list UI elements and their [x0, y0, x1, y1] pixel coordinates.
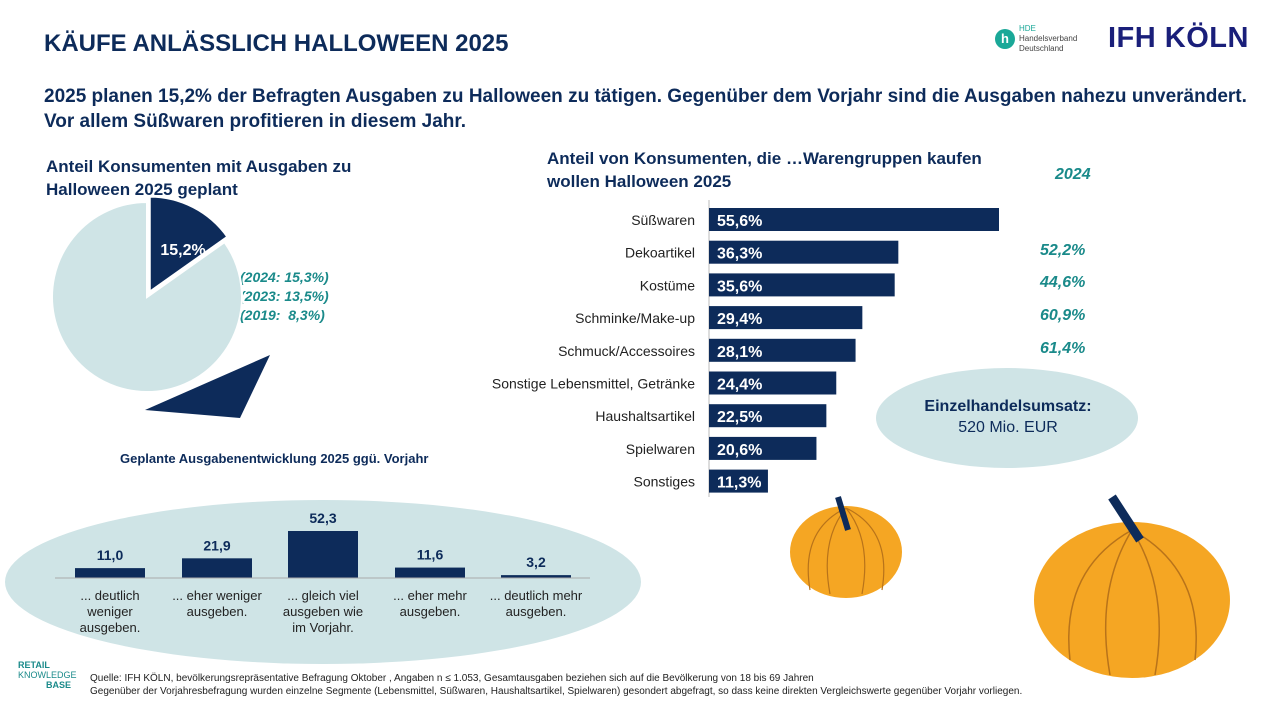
retail-knowledge-base-logo: RETAIL KNOWLEDGE BASE	[18, 660, 77, 690]
bar	[709, 469, 768, 493]
annotation-2024: (2024: 15,3%)	[240, 269, 329, 285]
pie-slice	[148, 195, 229, 294]
bar-data-label: 55,6%	[717, 213, 762, 230]
bar-category-label: Haushaltsartikel	[595, 408, 695, 424]
retail-sales-label: Einzelhandelsumsatz:	[924, 398, 1092, 415]
bar	[709, 273, 895, 297]
annotation-2023: (2023: 13,5%)	[240, 288, 329, 304]
ifh-logo: IFH KÖLN	[1108, 22, 1249, 54]
column	[288, 531, 358, 578]
source-line-2: Gegenüber der Vorjahresbefragung wurden …	[90, 686, 1023, 697]
column	[75, 568, 145, 578]
column-category-label: ... eher weniger ausgeben.	[172, 588, 262, 619]
bar-chart-title: Anteil von Konsumenten, die …Warengruppe…	[547, 149, 982, 191]
column-data-label: 52,3	[309, 510, 336, 526]
comparison-2024-value: 52,2%	[1040, 241, 1086, 259]
bar-data-label: 24,4%	[717, 377, 762, 394]
column	[501, 575, 571, 578]
source-line-1: Quelle: IFH KÖLN, bevölkerungsrepräsenta…	[90, 673, 814, 684]
bar-chart: Süßwaren 55,6% Dekoartikel 36,3% Kostüme 35,6…	[492, 200, 999, 497]
retail-sales-value: 520 Mio. EUR	[958, 419, 1058, 436]
column-chart-title: Geplante Ausgabenentwicklung 2025 ggü. V…	[120, 451, 429, 466]
column-chart: 11,0 ... deutlich weniger ausgeben. 21,9 ... …	[55, 510, 590, 635]
comparison-2024-value: 60,9%	[1040, 307, 1086, 325]
bar-category-label: Dekoartikel	[625, 245, 695, 261]
bar-data-label: 11,3%	[717, 475, 761, 492]
bar-category-label: Spielwaren	[626, 441, 695, 457]
source-note: Quelle: IFH KÖLN, bevölkerungsrepräsenta…	[90, 672, 1140, 698]
column	[395, 567, 465, 578]
bar-category-label: Schmuck/Accessoires	[558, 343, 695, 359]
bar	[709, 306, 863, 330]
bar-data-label: 28,1%	[717, 344, 762, 361]
pie-slice	[51, 200, 243, 393]
bar-category-label: Sonstige Lebensmittel, Getränke	[492, 376, 695, 392]
bar-category-label: Sonstiges	[634, 474, 695, 490]
bar	[709, 404, 827, 428]
hde-logo: h HDE Handelsverband Deutschland	[995, 24, 1077, 54]
bar-category-label: Süßwaren	[631, 212, 695, 228]
column-data-label: 11,0	[97, 547, 124, 563]
pumpkin-large-icon	[1034, 494, 1230, 678]
bar-data-label: 20,6%	[717, 442, 762, 459]
callout-ellipse	[876, 368, 1138, 468]
column-data-label: 21,9	[203, 537, 230, 553]
pie-annotations: (2024: 15,3%) (2023: 13,5%) (2019: 8,3%)	[240, 268, 329, 325]
comparison-2024-value: 61,4%	[1040, 339, 1086, 357]
column-chart-ellipse	[5, 500, 641, 664]
pie-slice-label: 15,2%	[160, 242, 205, 259]
comparison-2024-value: 44,6%	[1040, 274, 1086, 292]
column-category-label: ... gleich viel ausgeben wie im Vorjahr.	[283, 588, 363, 635]
column-data-label: 3,2	[526, 554, 546, 570]
annotation-2019: (2019: 8,3%)	[240, 307, 325, 323]
bar-data-label: 35,6%	[717, 278, 762, 295]
pie-title: Anteil Konsumenten mit Ausgaben zu Hallo…	[46, 157, 352, 199]
hde-logo-icon: h	[995, 29, 1015, 49]
page-title: KÄUFE ANLÄSSLICH HALLOWEEN 2025	[44, 30, 509, 57]
bar	[709, 436, 817, 460]
decorative-triangle	[145, 355, 270, 418]
column-category-label: ... eher mehr ausgeben.	[393, 588, 467, 619]
column-category-label: ... deutlich weniger ausgeben.	[80, 588, 141, 635]
column-data-label: 11,6	[417, 547, 444, 563]
bar	[709, 338, 856, 362]
bar	[709, 371, 837, 395]
column	[182, 558, 252, 578]
hde-logo-text: HDE Handelsverband Deutschland	[1019, 24, 1078, 53]
pie-chart: 15,2%	[51, 195, 243, 393]
retail-sales-callout: Einzelhandelsumsatz: 520 Mio. EUR	[880, 396, 1136, 438]
subtitle: 2025 planen 15,2% der Befragten Ausgaben…	[44, 86, 1247, 132]
column-category-label: ... deutlich mehr ausgeben.	[490, 588, 583, 619]
bar-category-label: Schminke/Make-up	[575, 310, 695, 326]
bar-data-label: 22,5%	[717, 409, 762, 426]
bar-category-label: Kostüme	[640, 277, 695, 293]
pumpkin-small-icon	[790, 496, 902, 598]
bar	[709, 240, 899, 264]
comparison-year-label: 2024	[1055, 166, 1091, 183]
bar-data-label: 29,4%	[717, 311, 762, 328]
bar	[709, 208, 999, 231]
bar-data-label: 36,3%	[717, 246, 762, 263]
